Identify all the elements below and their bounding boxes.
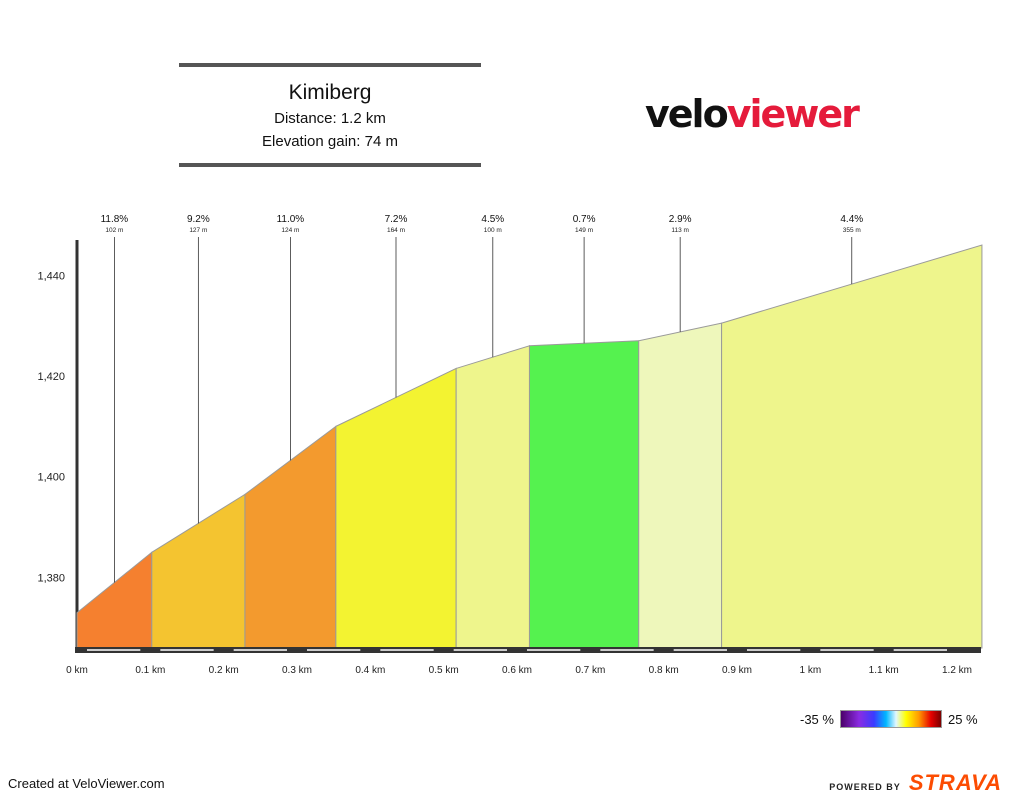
- segment-grade-label: 11.0%: [277, 214, 305, 225]
- x-tick-label: 0.9 km: [722, 665, 752, 676]
- distance-label: Distance: 1.2 km: [274, 110, 386, 127]
- segment-area: [528, 340, 640, 649]
- segment-area: [721, 244, 983, 649]
- segment-length-label: 164 m: [387, 227, 405, 234]
- x-tick-label: 1.2 km: [942, 665, 972, 676]
- logo-part-velo: velo: [645, 92, 729, 136]
- y-tick-label: 1,440: [37, 270, 65, 282]
- segment-area: [638, 322, 723, 649]
- x-tick-label: 0 km: [66, 665, 88, 676]
- title-box: Kimiberg Distance: 1.2 km Elevation gain…: [179, 63, 481, 167]
- created-at-label: Created at VeloViewer.com: [8, 776, 165, 791]
- segment-grade-label: 4.4%: [840, 214, 863, 225]
- x-tick-label: 1 km: [799, 665, 821, 676]
- elevation-gain-label: Elevation gain: 74 m: [262, 133, 398, 150]
- legend-min-label: -35 %: [800, 711, 834, 727]
- x-tick-label: 0.4 km: [355, 665, 385, 676]
- x-tick-label: 0.7 km: [575, 665, 605, 676]
- gradient-legend: -35 % 25 %: [800, 710, 978, 728]
- x-tick-label: 0.1 km: [135, 665, 165, 676]
- segment-grade-label: 7.2%: [385, 214, 408, 225]
- segment-length-label: 113 m: [671, 227, 689, 234]
- legend-max-label: 25 %: [947, 711, 978, 727]
- segment-grade-label: 4.5%: [481, 214, 504, 225]
- y-tick-label: 1,380: [37, 572, 65, 584]
- segment-grade-label: 0.7%: [573, 214, 596, 225]
- segment-grade-label: 9.2%: [187, 214, 210, 225]
- y-tick-label: 1,400: [37, 472, 65, 484]
- x-tick-label: 0.5 km: [429, 665, 459, 676]
- segment-length-label: 127 m: [189, 227, 207, 234]
- veloviewer-logo: veloviewer: [645, 92, 860, 136]
- strava-badge: POWERED BY STRAVA: [829, 770, 1002, 796]
- segment-length-label: 149 m: [575, 227, 593, 234]
- segment-length-label: 100 m: [484, 227, 502, 234]
- logo-part-viewer: viewer: [726, 92, 860, 136]
- y-tick-label: 1,420: [37, 371, 65, 383]
- x-tick-label: 0.3 km: [282, 665, 312, 676]
- segment-area: [335, 367, 457, 649]
- x-tick-label: 0.2 km: [209, 665, 239, 676]
- segment-title: Kimiberg: [288, 81, 372, 104]
- segment-length-label: 355 m: [843, 227, 861, 234]
- segment-grade-label: 2.9%: [669, 214, 692, 225]
- x-tick-label: 0.6 km: [502, 665, 532, 676]
- strava-logo: STRAVA: [908, 770, 1002, 795]
- legend-gradient-bar: [839, 710, 942, 728]
- segment-length-label: 102 m: [105, 227, 123, 234]
- segment-area: [455, 345, 530, 649]
- powered-by-label: POWERED BY: [829, 782, 901, 792]
- x-tick-label: 1.1 km: [869, 665, 899, 676]
- segment-grade-label: 11.8%: [101, 214, 129, 225]
- segment-length-label: 124 m: [281, 227, 299, 234]
- x-tick-label: 0.8 km: [649, 665, 679, 676]
